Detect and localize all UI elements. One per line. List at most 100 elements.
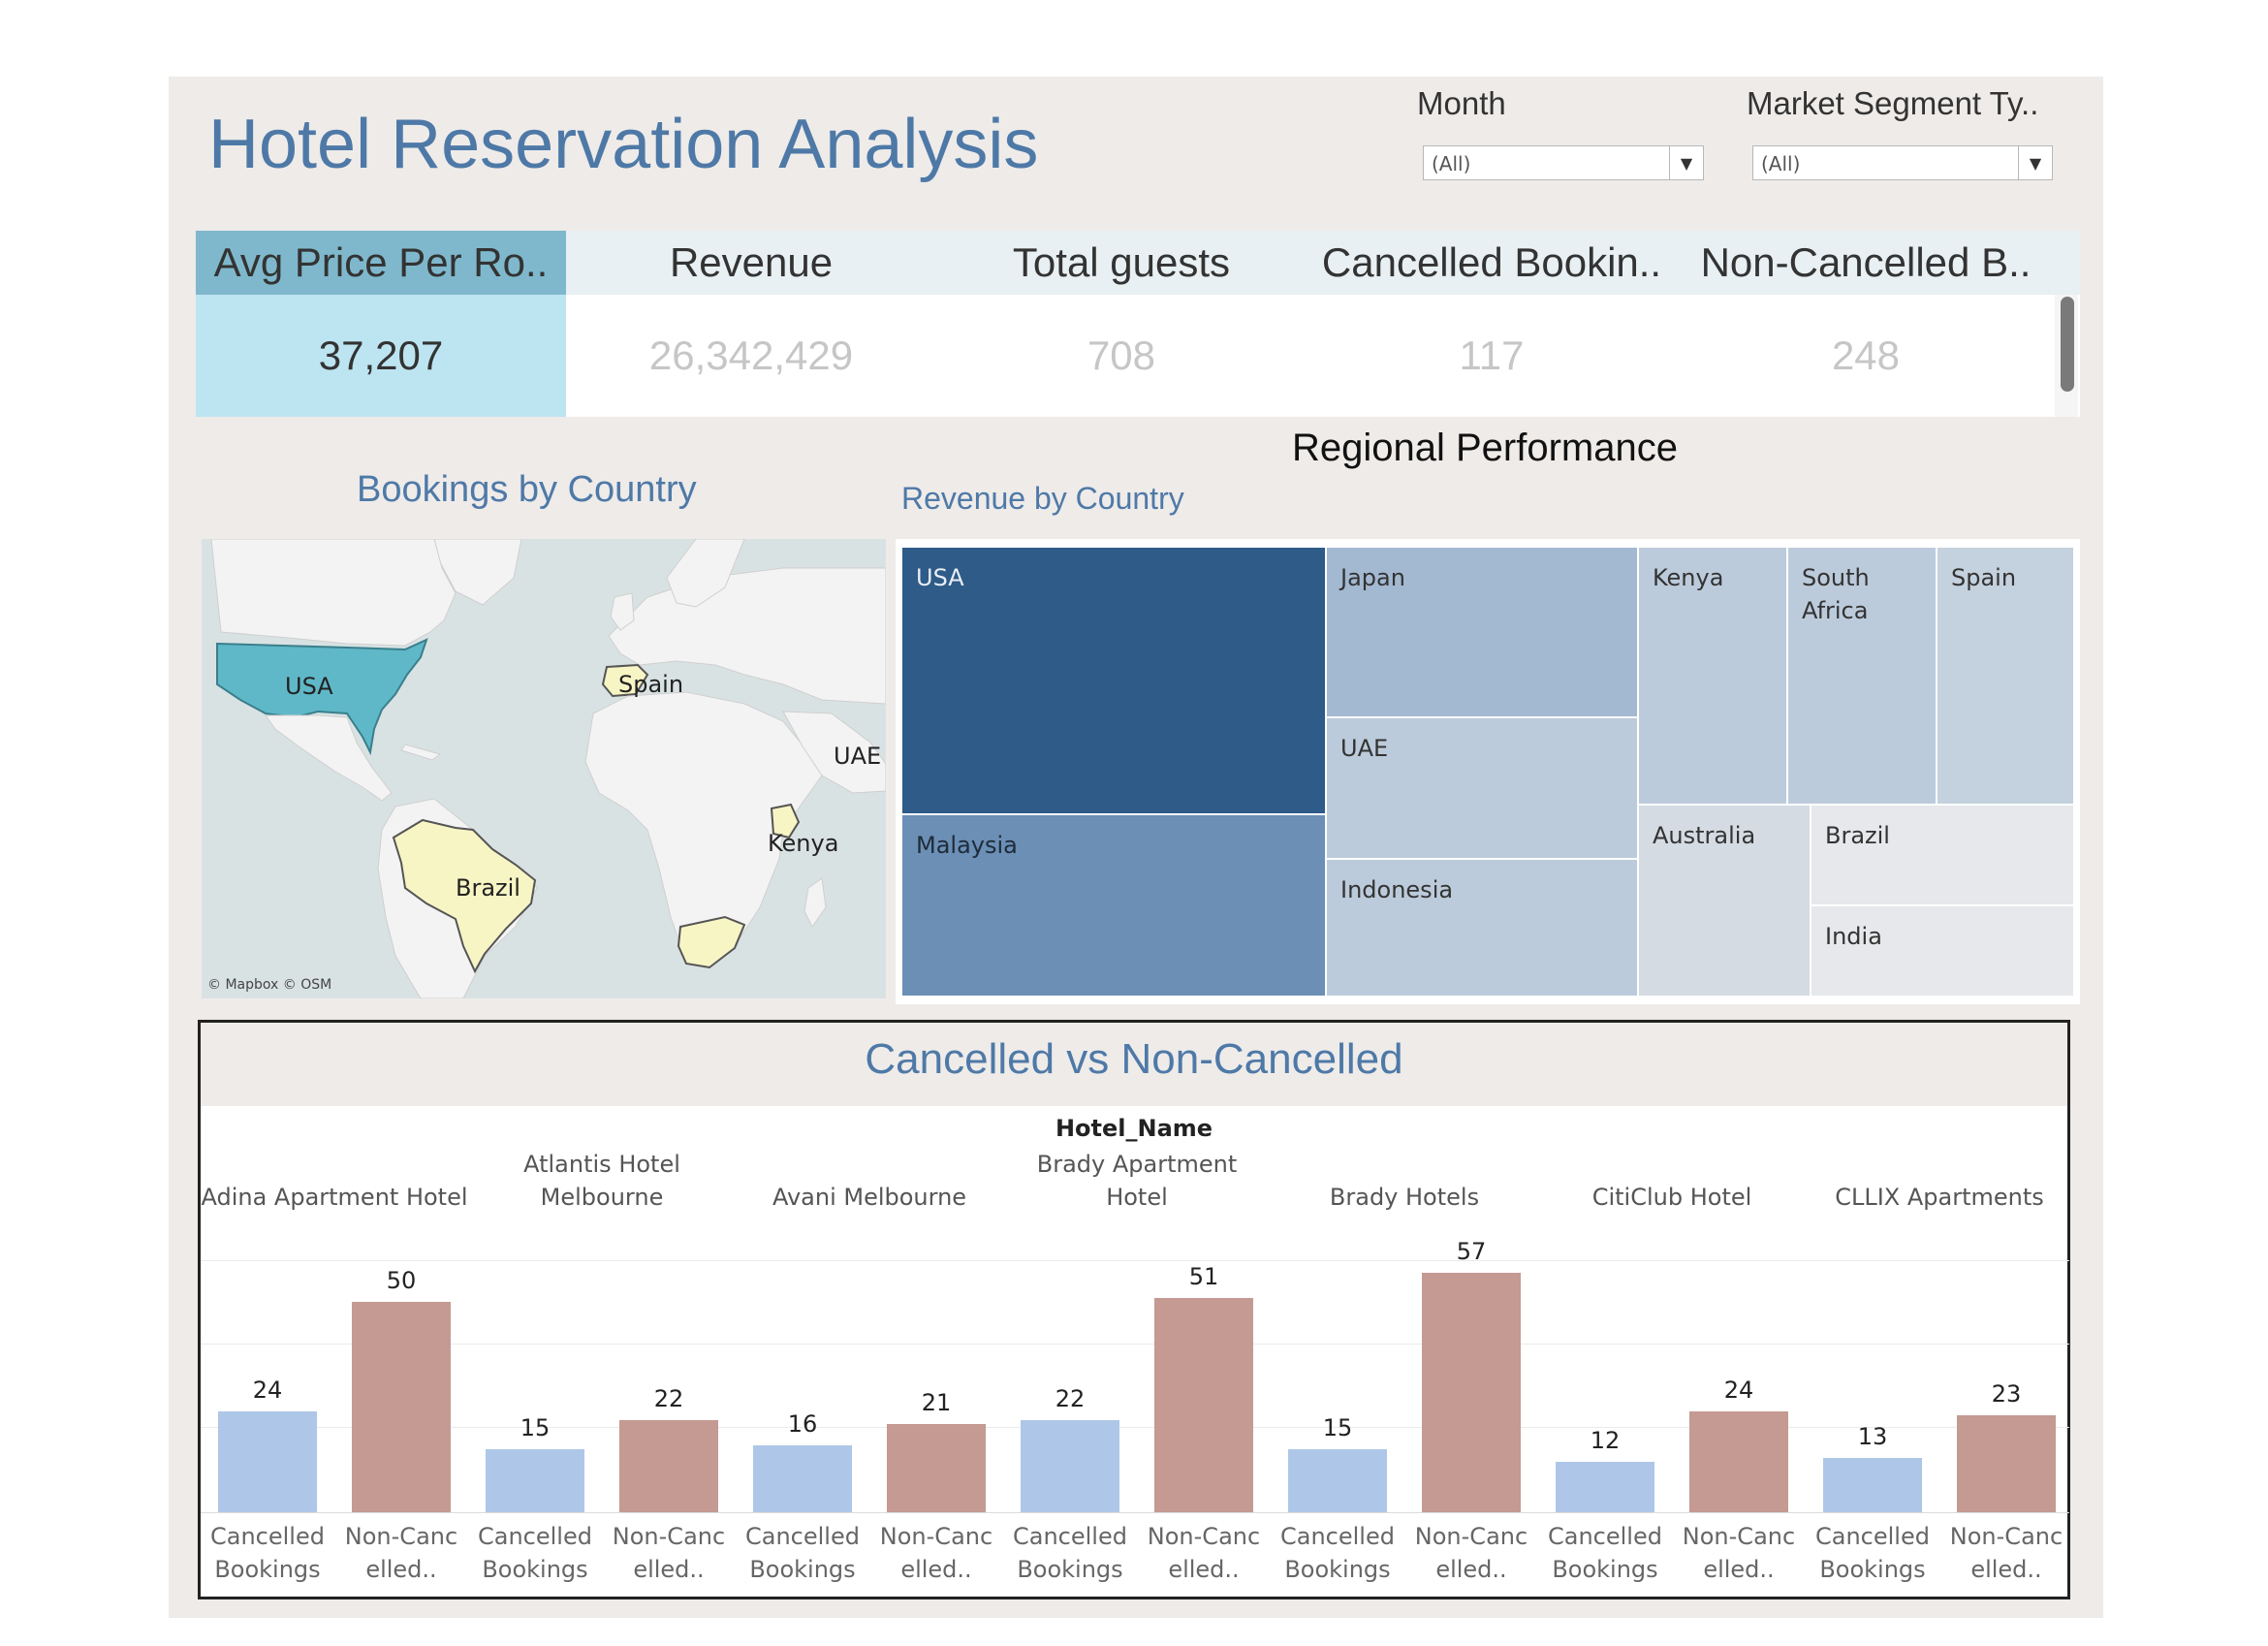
kpi-selected-value-bg xyxy=(196,295,566,417)
spain-region xyxy=(601,663,649,698)
bar-category-label: Non-Canc elled.. xyxy=(1414,1523,1528,1583)
non-cancelled-bar[interactable] xyxy=(619,1419,718,1512)
kpi-avg-price-value[interactable]: 37,207 xyxy=(318,332,444,378)
bar-value-label: 15 xyxy=(1322,1414,1353,1441)
treemap-cell-spain[interactable]: Spain xyxy=(1937,547,2074,805)
segment-filter-dropdown[interactable]: (All) ▼ xyxy=(1752,145,2053,180)
hotel-name-label: Brady Hotels xyxy=(1329,1184,1480,1211)
map-label-spain: Spain xyxy=(618,671,684,698)
bar-value-label: 24 xyxy=(252,1377,283,1404)
hotel-name-label: Adina Apartment Hotel xyxy=(201,1184,468,1211)
hotel-name-label: Avani Melbourne xyxy=(772,1184,967,1211)
cancelled-bar[interactable] xyxy=(1823,1457,1922,1512)
treemap-cell-malaysia[interactable]: Malaysia xyxy=(901,814,1326,997)
bar-value-label: 12 xyxy=(1590,1427,1621,1454)
non-cancelled-bar[interactable] xyxy=(1422,1273,1521,1512)
dashboard-title: Hotel Reservation Analysis xyxy=(208,106,1039,183)
treemap-cell-indonesia[interactable]: Indonesia xyxy=(1326,859,1638,997)
chevron-down-icon[interactable]: ▼ xyxy=(1669,146,1703,179)
month-filter-label: Month xyxy=(1417,85,1506,121)
hotel-name-label: Atlantis Hotel Melbourne xyxy=(523,1151,680,1211)
south-africa-region xyxy=(677,915,746,969)
treemap-cell-india[interactable]: India xyxy=(1811,905,2074,997)
kpi-total-guests-header[interactable]: Total guests xyxy=(1012,239,1231,285)
gridline xyxy=(201,1344,2069,1345)
bar-value-label: 51 xyxy=(1188,1263,1219,1290)
kpi-revenue-header[interactable]: Revenue xyxy=(669,239,834,285)
kpi-revenue-value[interactable]: 26,342,429 xyxy=(648,332,854,378)
kpi-non-cancelled-header[interactable]: Non-Cancelled B.. xyxy=(1700,239,2032,285)
treemap-cell-japan[interactable]: Japan xyxy=(1326,547,1638,717)
map-label-kenya: Kenya xyxy=(768,830,839,857)
non-cancelled-bar[interactable] xyxy=(352,1302,451,1512)
usa-region xyxy=(216,638,428,756)
bar-category-label: Non-Canc elled.. xyxy=(344,1523,458,1583)
kpi-avg-price-header[interactable]: Avg Price Per Ro.. xyxy=(213,239,549,285)
cancelled-bar[interactable] xyxy=(218,1411,317,1512)
treemap-cell-brazil[interactable]: Brazil xyxy=(1811,805,2074,905)
map-label-usa: USA xyxy=(285,673,333,700)
bar-value-label: 15 xyxy=(520,1414,551,1441)
non-cancelled-bar[interactable] xyxy=(1957,1415,2056,1512)
cancelled-bar[interactable] xyxy=(1021,1419,1119,1512)
hotel-name-header: Hotel_Name xyxy=(1055,1115,1213,1142)
month-filter-value: (All) xyxy=(1432,152,1471,175)
gridline xyxy=(201,1427,2069,1428)
treemap-cell-australia[interactable]: Australia xyxy=(1638,805,1811,997)
bar-value-label: 22 xyxy=(1055,1384,1086,1412)
regional-performance-title: Regional Performance xyxy=(1292,427,1678,469)
cancelled-bar[interactable] xyxy=(753,1444,852,1512)
non-cancelled-bar[interactable] xyxy=(887,1424,986,1512)
kpi-selected-header-bg xyxy=(196,231,566,295)
non-cancelled-bar[interactable] xyxy=(1154,1298,1253,1512)
revenue-by-country-title: Revenue by Country xyxy=(901,481,1184,516)
hotel-name-label: Brady Apartment Hotel xyxy=(1036,1151,1238,1211)
bar-category-label: Non-Canc elled.. xyxy=(612,1523,726,1583)
bar-category-label: Cancelled Bookings xyxy=(210,1523,325,1583)
bar-category-label: Cancelled Bookings xyxy=(1815,1523,1930,1583)
bar-value-label: 22 xyxy=(653,1384,684,1412)
month-filter-dropdown[interactable]: (All) ▼ xyxy=(1423,145,1704,180)
bar-category-label: Cancelled Bookings xyxy=(1280,1523,1395,1583)
brazil-region xyxy=(392,818,537,974)
bookings-by-country-title: Bookings by Country xyxy=(357,469,697,510)
kpi-cancelled-header[interactable]: Cancelled Bookin.. xyxy=(1321,239,1662,285)
bar-value-label: 50 xyxy=(386,1267,417,1295)
chart-baseline xyxy=(201,1512,2069,1513)
bar-category-label: Non-Canc elled.. xyxy=(1682,1523,1796,1583)
segment-filter-label: Market Segment Ty.. xyxy=(1747,85,2039,121)
treemap-cell-south-africa[interactable]: South Africa xyxy=(1787,547,1937,805)
bar-category-label: Cancelled Bookings xyxy=(478,1523,592,1583)
segment-filter-value: (All) xyxy=(1761,152,1801,175)
hotel-name-label: CitiClub Hotel xyxy=(1591,1184,1752,1211)
treemap-cell-kenya[interactable]: Kenya xyxy=(1638,547,1787,805)
cancelled-chart-title-bar xyxy=(201,1023,2067,1106)
bar-category-label: Cancelled Bookings xyxy=(1548,1523,1662,1583)
kpi-cancelled-value[interactable]: 117 xyxy=(1459,332,1525,378)
bar-category-label: Non-Canc elled.. xyxy=(879,1523,993,1583)
treemap-cell-uae[interactable]: UAE xyxy=(1326,717,1638,859)
map-attribution: © Mapbox © OSM xyxy=(207,977,332,993)
kenya-region xyxy=(770,803,801,839)
treemap-cell-usa[interactable]: USA xyxy=(901,547,1326,814)
kpi-total-guests-value[interactable]: 708 xyxy=(1087,332,1156,378)
chevron-down-icon[interactable]: ▼ xyxy=(2018,146,2052,179)
cancelled-bar[interactable] xyxy=(486,1449,584,1512)
world-map-graphic xyxy=(210,539,886,998)
kpi-scrollbar-thumb[interactable] xyxy=(2061,297,2074,392)
map-label-uae: UAE xyxy=(834,743,882,770)
bar-category-label: Non-Canc elled.. xyxy=(1147,1523,1261,1583)
cancelled-bar[interactable] xyxy=(1556,1462,1654,1512)
bar-value-label: 13 xyxy=(1857,1422,1888,1450)
non-cancelled-bar[interactable] xyxy=(1689,1411,1788,1512)
bar-category-label: Non-Canc elled.. xyxy=(1949,1523,2063,1583)
cancelled-chart-title: Cancelled vs Non-Cancelled xyxy=(865,1035,1403,1083)
map-label-brazil: Brazil xyxy=(456,874,520,902)
bar-category-label: Cancelled Bookings xyxy=(1013,1523,1127,1583)
bar-value-label: 16 xyxy=(787,1409,818,1438)
cancelled-bar[interactable] xyxy=(1288,1449,1387,1512)
bar-value-label: 57 xyxy=(1456,1238,1487,1265)
kpi-non-cancelled-value[interactable]: 248 xyxy=(1831,332,1901,378)
hotel-name-label: CLLIX Apartments xyxy=(1835,1184,2044,1211)
bookings-map[interactable]: USA Spain UAE Kenya Brazil © Mapbox © OS… xyxy=(202,539,886,998)
